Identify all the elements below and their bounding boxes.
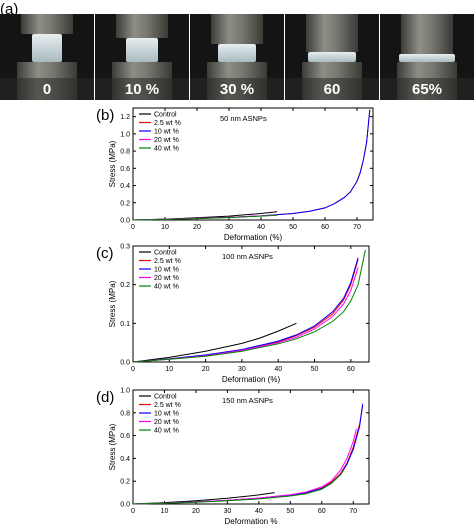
legend-entry: 2.5 wt %: [154, 258, 181, 265]
photo-frame: 30 %: [190, 14, 284, 100]
x-tick-label: 0: [131, 366, 135, 373]
y-tick-label: 0.1: [120, 321, 130, 328]
legend-entry: 40 wt %: [154, 428, 179, 435]
series-line: [132, 322, 297, 363]
panel-label: (c): [96, 245, 114, 262]
series-line: [132, 428, 357, 505]
plot-frame: [132, 389, 370, 505]
x-tick-label: 50: [289, 224, 297, 231]
x-tick-label: 20: [193, 224, 201, 231]
x-tick-label: 70: [353, 224, 361, 231]
y-tick-label: 0.6: [120, 166, 130, 173]
frame-label: 60: [324, 81, 341, 98]
x-tick-label: 60: [321, 224, 329, 231]
y-tick-label: 0.6: [120, 433, 130, 440]
legend-entry: 2.5 wt %: [154, 402, 181, 409]
x-tick-label: 50: [286, 508, 294, 515]
legend-entry: 10 wt %: [154, 267, 179, 274]
y-tick-label: 0.2: [120, 200, 130, 207]
frame-label: 65%: [412, 81, 442, 98]
y-tick-label: 0.3: [120, 244, 130, 251]
y-tick-label: 1.2: [120, 114, 130, 121]
x-tick-label: 40: [255, 508, 263, 515]
legend-entry: Control: [154, 250, 177, 257]
x-axis-label: Deformation %: [225, 517, 278, 526]
legend-entry: 20 wt %: [154, 137, 179, 144]
panel-label: (d): [96, 389, 114, 406]
chart-100nm: (c) 0 10 20 30 40 50 60 0.0 0.1 0.2 0.3 Deformation …: [96, 244, 370, 384]
y-tick-label: 0.8: [120, 410, 130, 417]
legend-entry: 20 wt %: [154, 419, 179, 426]
x-tick-label: 70: [349, 508, 357, 515]
y-tick-label: 0.2: [120, 282, 130, 289]
x-tick-label: 40: [274, 366, 282, 373]
y-tick-label: 0.4: [120, 456, 130, 463]
panel-label: (b): [96, 107, 114, 124]
x-tick-label: 10: [165, 366, 173, 373]
photo-frame: 60: [285, 14, 379, 100]
plot-frame: [132, 107, 374, 221]
photo-frame: 10 %: [95, 14, 189, 100]
x-tick-label: 0: [131, 508, 135, 515]
x-tick-label: 10: [161, 224, 169, 231]
x-tick-label: 60: [318, 508, 326, 515]
y-tick-label: 0.0: [120, 360, 130, 367]
y-tick-label: 0.8: [120, 149, 130, 156]
x-tick-label: 0: [131, 224, 135, 231]
legend-entry: 20 wt %: [154, 275, 179, 282]
x-axis-label: Deformation (%): [224, 233, 283, 242]
panel-a-label: (a): [0, 1, 18, 18]
legend-entry: 10 wt %: [154, 411, 179, 418]
legend-entry: Control: [154, 112, 177, 119]
legend-entry: Control: [154, 394, 177, 401]
legend-entry: 2.5 wt %: [154, 120, 181, 127]
x-tick-label: 10: [161, 508, 169, 515]
x-tick-label: 40: [257, 224, 265, 231]
y-tick-label: 0.0: [120, 502, 130, 509]
y-tick-label: 0.4: [120, 183, 130, 190]
chart-150nm: (d) 0 10 20 30 40 50 60 70 0.0 0.2 0.4 0.6 0.8 1.0 Defo…: [96, 388, 370, 526]
x-tick-label: 20: [192, 508, 200, 515]
x-tick-label: 60: [347, 366, 355, 373]
frame-label: 0: [43, 81, 51, 98]
compression-photo-strip: (a) 0 10 % 30 % 60 65%: [0, 1, 474, 100]
chart-50nm: (b) 0 10 20 30 40 50 60 70 0.0 0.2 0.4 0.6 0.8 1.0 1.2 D…: [96, 107, 374, 242]
frame-label: 30 %: [220, 81, 254, 98]
size-annotation: 150 nm ASNPs: [222, 396, 273, 405]
x-tick-label: 30: [238, 366, 246, 373]
x-tick-label: 30: [224, 508, 232, 515]
legend-entry: 10 wt %: [154, 129, 179, 136]
series-line: [132, 469, 345, 505]
photo-frame: 65%: [380, 14, 474, 100]
legend-entry: 40 wt %: [154, 146, 179, 153]
legend-entry: 40 wt %: [154, 284, 179, 291]
y-tick-label: 0.0: [120, 218, 130, 225]
y-axis-label: Stress (MPa): [108, 140, 117, 187]
y-axis-label: Stress (MPa): [108, 280, 117, 327]
photo-frame: 0: [0, 14, 94, 100]
size-annotation: 50 nm ASNPs: [220, 114, 267, 123]
series-line: [132, 214, 278, 221]
x-axis-label: Deformation (%): [222, 375, 281, 384]
x-tick-label: 20: [202, 366, 210, 373]
y-axis-label: Stress (MPa): [108, 423, 117, 470]
y-tick-label: 0.2: [120, 479, 130, 486]
plot-frame: [132, 245, 370, 363]
x-tick-label: 30: [225, 224, 233, 231]
frame-label: 10 %: [125, 81, 159, 98]
y-tick-label: 1.0: [120, 388, 130, 395]
x-tick-label: 50: [311, 366, 319, 373]
size-annotation: 100 nm ASNPs: [222, 252, 273, 261]
y-tick-label: 1.0: [120, 131, 130, 138]
series-line: [132, 257, 359, 363]
series-line: [132, 249, 366, 363]
